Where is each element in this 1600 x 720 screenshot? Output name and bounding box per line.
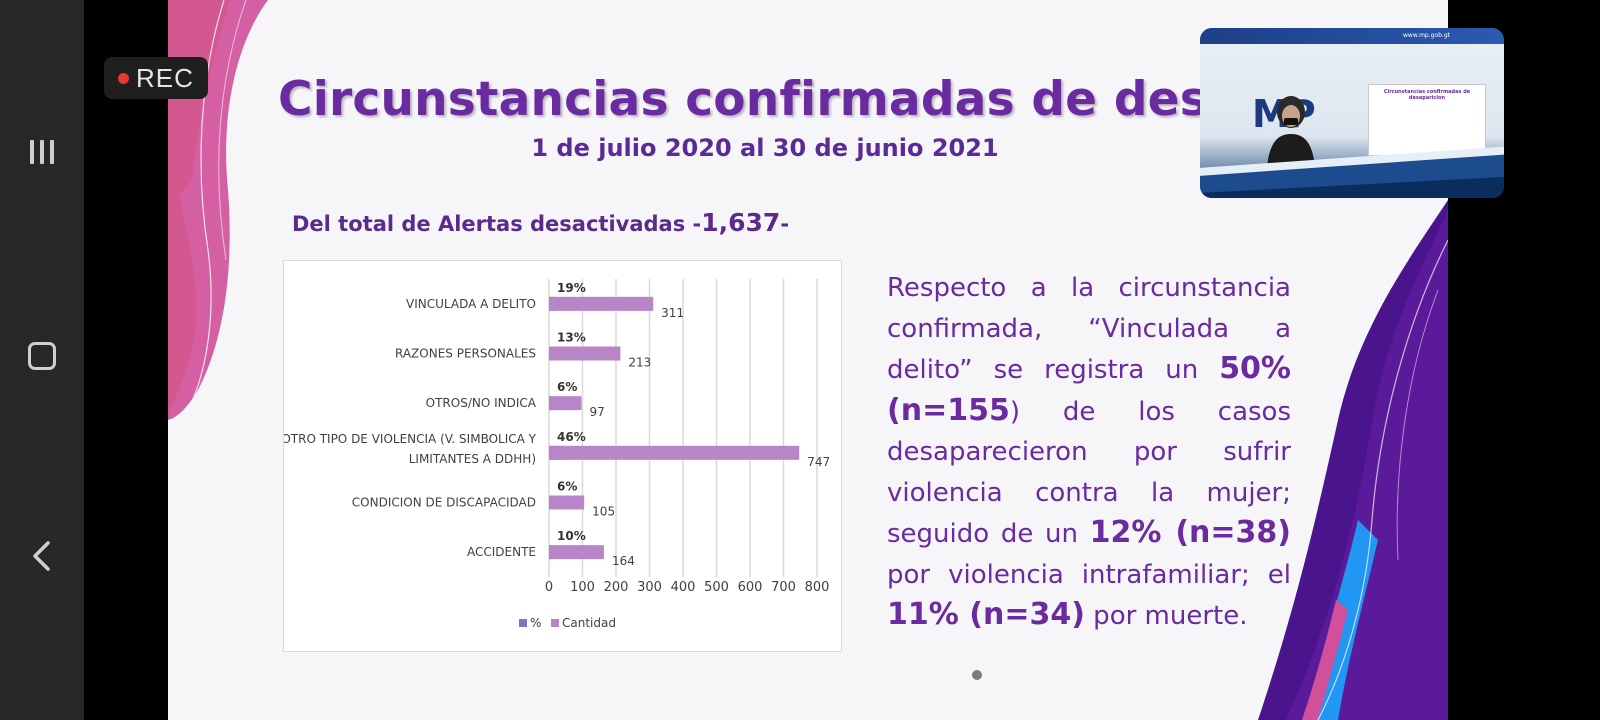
record-dot-icon xyxy=(118,72,129,84)
pip-room: MP Circunstancias confirmadas de desapar… xyxy=(1200,44,1504,198)
bar-cantidad xyxy=(549,495,585,510)
bar-cantidad xyxy=(549,296,654,311)
letterbox xyxy=(84,0,168,720)
date-range: 1 de julio 2020 al 30 de junio 2021 xyxy=(531,134,999,162)
legend-label-percent: % xyxy=(530,616,541,630)
recording-label: REC xyxy=(136,62,194,93)
cantidad-data-label: 97 xyxy=(589,405,604,419)
summary-paragraph: Respecto a la circunstancia confirmada, … xyxy=(887,268,1291,637)
x-tick-label: 100 xyxy=(570,580,595,595)
summary-text-2: ) de los casos desaparecieron por sufrir… xyxy=(887,396,1291,550)
total-value: 1,637 xyxy=(701,208,781,237)
category-label: ACCIDENTE xyxy=(467,545,536,559)
summary-text-1: Respecto a la circunstancia confirmada, … xyxy=(887,273,1291,385)
percent-data-label: 6% xyxy=(557,480,577,494)
slide-decoration xyxy=(168,0,1448,720)
cantidad-data-label: 747 xyxy=(807,455,830,469)
bar-cantidad xyxy=(549,346,621,361)
percent-data-label: 46% xyxy=(557,430,586,444)
total-suffix: - xyxy=(780,212,790,236)
home-button[interactable] xyxy=(0,342,84,374)
summary-text-4: por muerte. xyxy=(1084,601,1248,631)
category-label: OTROS/NO INDICA xyxy=(426,396,537,410)
x-tick-label: 0 xyxy=(545,580,553,595)
slide-subtitle: 1 de julio 2020 al 30 de junio 2021 xyxy=(168,134,1448,162)
bar-chart-svg: 0 100 200 300 400 500 600 700 800 VINCULADA A DEL… xyxy=(284,279,830,630)
bar-cantidad xyxy=(549,545,604,560)
percent-data-label: 6% xyxy=(557,380,577,394)
cantidad-data-label: 164 xyxy=(612,554,635,568)
x-tick-label: 300 xyxy=(637,580,662,595)
pip-presentation-screen: Circunstancias confirmadas de desaparici… xyxy=(1368,84,1486,156)
summary-highlight-2: 12% (n=38) xyxy=(1089,515,1291,550)
summary-highlight-1: 50% (n=155 xyxy=(887,351,1291,428)
back-button[interactable] xyxy=(0,540,84,576)
bar-cantidad xyxy=(549,396,582,411)
pip-site-banner: www.mp.gob.gt xyxy=(1200,28,1504,44)
page-indicator-dot[interactable] xyxy=(972,670,982,680)
x-tick-label: 400 xyxy=(671,580,696,595)
x-tick-label: 800 xyxy=(805,580,830,595)
legend-swatch-percent xyxy=(519,619,527,627)
x-tick-label: 500 xyxy=(704,580,729,595)
system-nav-rail xyxy=(0,0,84,720)
x-tick-label: 700 xyxy=(771,580,796,595)
summary-highlight-3: 11% (n=34) xyxy=(887,597,1085,632)
recording-indicator[interactable]: REC xyxy=(104,57,208,99)
x-tick-label: 200 xyxy=(604,580,629,595)
bar-chart: 0 100 200 300 400 500 600 700 800 VINCULADA A DEL… xyxy=(283,260,842,652)
category-label: LIMITANTES A DDHH) xyxy=(409,452,536,466)
bar-cantidad xyxy=(549,445,800,460)
total-alerts-heading: Del total de Alertas desactivadas -1,637… xyxy=(292,208,789,237)
cantidad-data-label: 311 xyxy=(661,306,684,320)
percent-data-label: 10% xyxy=(557,529,586,543)
slide-title: Circunstancias confirmadas de desapa xyxy=(278,72,1306,127)
percent-data-label: 13% xyxy=(557,331,586,345)
summary-text-3: por violencia intrafamiliar; el xyxy=(887,559,1291,590)
cantidad-data-label: 105 xyxy=(592,505,615,519)
pip-screen-title: Circunstancias confirmadas de desaparici… xyxy=(1383,89,1471,101)
recent-apps-button[interactable] xyxy=(0,140,84,168)
legend-swatch-cantidad xyxy=(551,619,559,627)
category-label: RAZONES PERSONALES xyxy=(395,347,536,361)
legend-label-cantidad: Cantidad xyxy=(562,616,616,630)
total-label: Del total de Alertas desactivadas - xyxy=(292,212,702,236)
x-tick-label: 600 xyxy=(738,580,763,595)
cantidad-data-label: 213 xyxy=(628,356,651,370)
category-label: VINCULADA A DELITO xyxy=(406,297,536,311)
chevron-left-icon xyxy=(33,541,50,571)
category-label: OTRO TIPO DE VIOLENCIA (V. SIMBOLICA Y xyxy=(284,432,537,446)
percent-data-label: 19% xyxy=(557,281,586,295)
picture-in-picture-video[interactable]: www.mp.gob.gt MP Circunstancias confirma… xyxy=(1200,28,1504,198)
category-label: CONDICION DE DISCAPACIDAD xyxy=(352,496,536,510)
